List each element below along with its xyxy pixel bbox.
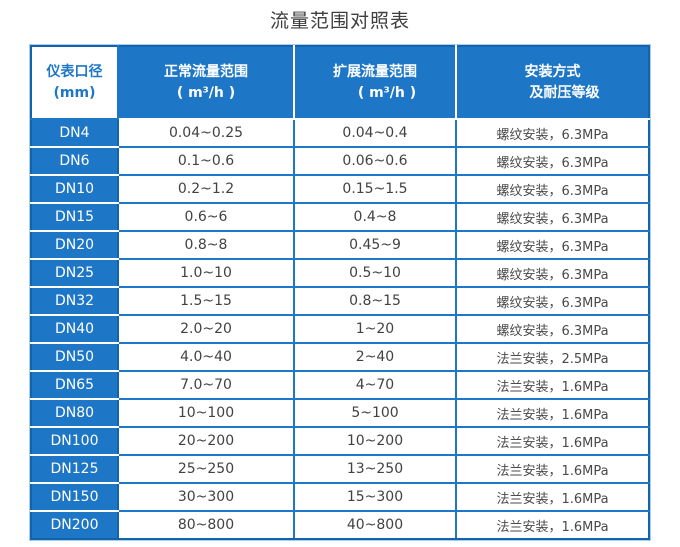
header-install: 安装方式 及耐压等级	[456, 46, 649, 120]
header-install-line1: 安装方式	[524, 63, 581, 80]
cell-extended-range: 1~20	[293, 314, 457, 344]
cell-normal-range: 0.8~8	[117, 230, 295, 260]
cell-normal-range: 2.0~20	[117, 314, 295, 344]
table-row: DN4 0.04~0.25 0.04~0.4 螺纹安装，6.3MPa	[30, 118, 650, 148]
cell-diameter: DN40	[30, 315, 119, 344]
cell-diameter: DN25	[30, 259, 119, 288]
table-row: DN65 7.0~70 4~70 法兰安装，1.6MPa	[30, 370, 650, 400]
cell-install: 法兰安装，1.6MPa	[455, 482, 650, 512]
cell-install: 法兰安装，1.6MPa	[455, 370, 650, 400]
cell-extended-range: 13~250	[293, 454, 457, 484]
cell-diameter: DN32	[30, 287, 119, 316]
cell-install: 法兰安装，1.6MPa	[455, 426, 650, 456]
header-extended-line1: 扩展流量范围	[333, 63, 417, 80]
cell-install: 螺纹安装，6.3MPa	[455, 314, 650, 344]
cell-normal-range: 10~100	[117, 398, 295, 428]
cell-install: 螺纹安装，6.3MPa	[455, 258, 650, 288]
cell-diameter: DN10	[30, 175, 119, 204]
header-row: 仪表口径 (mm) 正常流量范围 ( m³/h ) 扩展流量范围 ( m³/h …	[31, 46, 649, 120]
cell-diameter: DN150	[30, 483, 119, 512]
cell-extended-range: 0.45~9	[293, 230, 457, 260]
flow-range-table: 仪表口径 (mm) 正常流量范围 ( m³/h ) 扩展流量范围 ( m³/h …	[29, 44, 651, 541]
table-header: 仪表口径 (mm) 正常流量范围 ( m³/h ) 扩展流量范围 ( m³/h …	[31, 46, 649, 120]
cell-diameter: DN100	[30, 427, 119, 456]
cell-extended-range: 10~200	[293, 426, 457, 456]
cell-diameter: DN15	[30, 203, 119, 232]
cell-install: 螺纹安装，6.3MPa	[455, 174, 650, 204]
cell-normal-range: 25~250	[117, 454, 295, 484]
cell-install: 法兰安装，1.6MPa	[455, 398, 650, 428]
cell-normal-range: 0.2~1.2	[117, 174, 295, 204]
cell-diameter: DN200	[30, 511, 119, 540]
cell-extended-range: 0.8~15	[293, 286, 457, 316]
header-diameter: 仪表口径 (mm)	[31, 46, 119, 120]
cell-diameter: DN6	[30, 147, 119, 176]
cell-extended-range: 4~70	[293, 370, 457, 400]
cell-normal-range: 0.1~0.6	[117, 146, 295, 176]
cell-normal-range: 30~300	[117, 482, 295, 512]
cell-diameter: DN125	[30, 455, 119, 484]
table-row: DN125 25~250 13~250 法兰安装，1.6MPa	[30, 454, 650, 484]
cell-extended-range: 2~40	[293, 342, 457, 372]
page-title: 流量范围对照表	[269, 10, 410, 32]
cell-normal-range: 7.0~70	[117, 370, 295, 400]
cell-extended-range: 0.4~8	[293, 202, 457, 232]
header-normal-line2: ( m³/h )	[176, 84, 236, 101]
table-row: DN150 30~300 15~300 法兰安装，1.6MPa	[30, 482, 650, 512]
table-row: DN80 10~100 5~100 法兰安装，1.6MPa	[30, 398, 650, 428]
cell-extended-range: 0.04~0.4	[293, 118, 457, 148]
cell-diameter: DN65	[30, 371, 119, 400]
cell-normal-range: 0.6~6	[117, 202, 295, 232]
cell-extended-range: 0.06~0.6	[293, 146, 457, 176]
cell-normal-range: 4.0~40	[117, 342, 295, 372]
cell-install: 螺纹安装，6.3MPa	[455, 118, 650, 148]
header-extended-line2: ( m³/h )	[357, 84, 417, 101]
header-install-line2: 及耐压等级	[529, 84, 600, 101]
cell-install: 螺纹安装，6.3MPa	[455, 146, 650, 176]
table-row: DN20 0.8~8 0.45~9 螺纹安装，6.3MPa	[30, 230, 650, 260]
cell-diameter: DN4	[30, 119, 119, 148]
cell-extended-range: 5~100	[293, 398, 457, 428]
table-row: DN15 0.6~6 0.4~8 螺纹安装，6.3MPa	[30, 202, 650, 232]
cell-install: 法兰安装，2.5MPa	[455, 342, 650, 372]
header-diameter-line1: 仪表口径	[46, 63, 103, 80]
cell-normal-range: 20~200	[117, 426, 295, 456]
header-normal-range: 正常流量范围 ( m³/h )	[118, 46, 295, 120]
table-row: DN50 4.0~40 2~40 法兰安装，2.5MPa	[30, 342, 650, 372]
header-normal-line1: 正常流量范围	[164, 63, 248, 80]
table-row: DN25 1.0~10 0.5~10 螺纹安装，6.3MPa	[30, 258, 650, 288]
cell-install: 螺纹安装，6.3MPa	[455, 286, 650, 316]
cell-normal-range: 1.0~10	[117, 258, 295, 288]
cell-diameter: DN20	[30, 231, 119, 260]
cell-extended-range: 15~300	[293, 482, 457, 512]
table-row: DN40 2.0~20 1~20 螺纹安装，6.3MPa	[30, 314, 650, 344]
cell-normal-range: 80~800	[117, 510, 295, 540]
cell-diameter: DN80	[30, 399, 119, 428]
cell-extended-range: 0.15~1.5	[293, 174, 457, 204]
cell-normal-range: 0.04~0.25	[117, 118, 295, 148]
cell-extended-range: 0.5~10	[293, 258, 457, 288]
cell-install: 螺纹安装，6.3MPa	[455, 202, 650, 232]
table-body: DN4 0.04~0.25 0.04~0.4 螺纹安装，6.3MPa DN6 0.1~0.…	[30, 118, 650, 540]
table-row: DN32 1.5~15 0.8~15 螺纹安装，6.3MPa	[30, 286, 650, 316]
table-row: DN10 0.2~1.2 0.15~1.5 螺纹安装，6.3MPa	[30, 174, 650, 204]
cell-diameter: DN50	[30, 343, 119, 372]
header-extended-range: 扩展流量范围 ( m³/h )	[294, 46, 457, 120]
table-row: DN200 80~800 40~800 法兰安装，1.6MPa	[30, 510, 650, 540]
cell-install: 法兰安装，1.6MPa	[455, 510, 650, 540]
cell-extended-range: 40~800	[293, 510, 457, 540]
table-row: DN6 0.1~0.6 0.06~0.6 螺纹安装，6.3MPa	[30, 146, 650, 176]
cell-install: 螺纹安装，6.3MPa	[455, 230, 650, 260]
cell-normal-range: 1.5~15	[117, 286, 295, 316]
cell-install: 法兰安装，1.6MPa	[455, 454, 650, 484]
header-diameter-line2: (mm)	[53, 84, 96, 101]
table-row: DN100 20~200 10~200 法兰安装，1.6MPa	[30, 426, 650, 456]
